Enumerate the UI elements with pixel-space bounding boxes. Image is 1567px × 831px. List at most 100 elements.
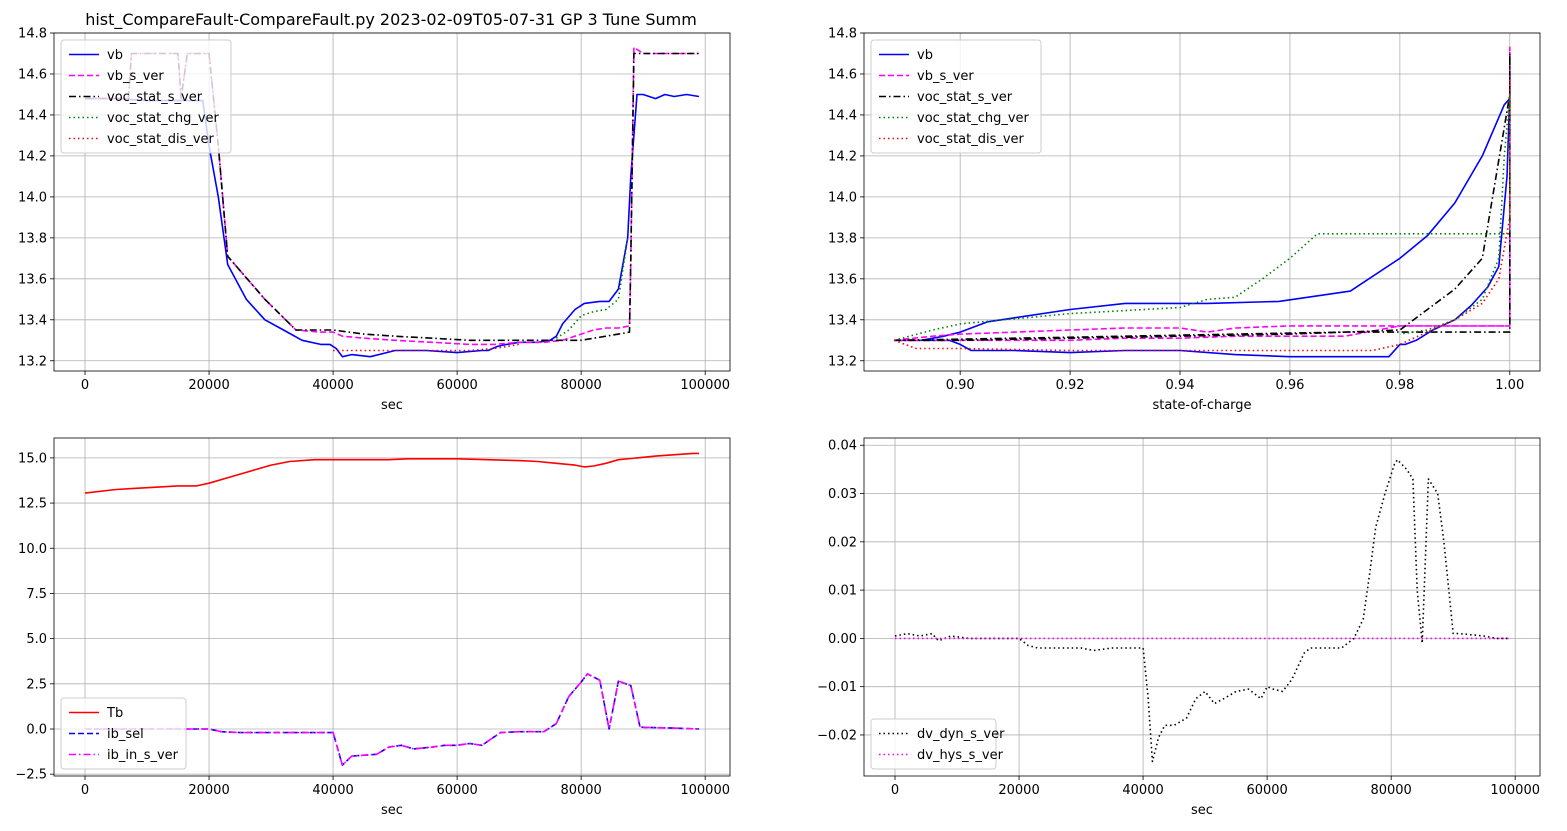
legend-label: voc_stat_chg_ver — [917, 111, 1030, 126]
legend: vb vb_s_ver voc_stat_s_ver voc_stat_chg_ver… — [870, 39, 1042, 154]
legend-box — [870, 39, 1042, 154]
y-tick-label: 14.2 — [828, 149, 857, 164]
legend-label: voc_stat_s_ver — [917, 90, 1013, 105]
x-tick-label: 60000 — [436, 378, 477, 393]
y-tick-label: 2.5 — [26, 677, 47, 692]
x-tick-label: 60000 — [1246, 783, 1287, 798]
y-tick-label: 13.6 — [18, 272, 47, 287]
y-tick-label: 14.0 — [18, 190, 47, 205]
series-line-vb-s-ver — [85, 46, 699, 346]
legend-label: vb_s_ver — [107, 69, 164, 84]
legend-label: vb_s_ver — [917, 69, 974, 84]
legend-label: Tb — [106, 706, 123, 721]
y-tick-label: −0.01 — [817, 680, 857, 695]
x-tick-label: 0.94 — [1166, 378, 1195, 393]
y-tick-label: 0.04 — [828, 439, 857, 454]
y-tick-label: 7.5 — [26, 587, 47, 602]
legend-label: vb — [917, 48, 933, 63]
legend-label: voc_stat_dis_ver — [107, 132, 215, 147]
series-group — [893, 46, 1511, 358]
legend-label: ib_sel — [107, 727, 144, 742]
legend-label: dv_hys_s_ver — [917, 748, 1004, 763]
x-tick-label: 100000 — [1490, 783, 1540, 798]
y-tick-label: 13.2 — [18, 354, 47, 369]
x-tick-label: 0 — [81, 378, 89, 393]
y-tick-label: 0.02 — [828, 535, 857, 550]
panel-tb-ib-vs-sec: 0 20000 40000 60000 80000 100000 −2.5 0.0 2.5 5.0… — [15, 437, 731, 818]
x-tick-label: 0.98 — [1385, 378, 1414, 393]
x-tick-label: 40000 — [1122, 783, 1163, 798]
x-tick-label: 40000 — [312, 378, 353, 393]
y-tick-label: 13.8 — [18, 231, 47, 246]
y-tick-label: 13.8 — [828, 231, 857, 246]
y-tick-label: 12.5 — [18, 497, 47, 512]
y-tick-label: 13.4 — [828, 313, 857, 328]
grid — [54, 32, 730, 371]
panel-dv-vs-sec: 0 20000 40000 60000 80000 100000 −0.02 −0.01 0.0… — [817, 437, 1541, 818]
series-line-voc-stat-dis-ver — [893, 74, 1511, 352]
y-tick-label: 14.4 — [18, 108, 47, 123]
series-line-ib-in-s-ver — [85, 673, 700, 767]
figure-title: hist_CompareFault-CompareFault.py 2023-0… — [85, 10, 697, 30]
y-tick-label: 14.8 — [18, 27, 47, 42]
x-tick-label: 80000 — [560, 783, 601, 798]
legend: dv_dyn_s_ver dv_hys_s_ver — [870, 718, 1005, 770]
x-tick-label: 0.90 — [946, 378, 975, 393]
legend: Tb ib_sel ib_in_s_ver — [60, 697, 187, 770]
series-line-voc-stat-dis-ver — [333, 343, 520, 352]
y-tick-label: 14.6 — [18, 67, 47, 82]
series-line-voc-stat-chg-ver — [893, 93, 1511, 342]
legend-box — [60, 39, 232, 154]
panel-vb-vs-soc: 0.90 0.92 0.94 0.96 0.98 1.00 13.2 13.4 13.6 13.8… — [828, 27, 1541, 413]
axes-frame — [53, 32, 731, 372]
x-tick-label: 60000 — [436, 783, 477, 798]
y-tick-label: 15.0 — [18, 451, 47, 466]
x-tick-label: 100000 — [680, 378, 730, 393]
y-tick-label: 5.0 — [26, 632, 47, 647]
y-tick-label: 0.01 — [828, 584, 857, 599]
x-tick-label: 1.00 — [1495, 378, 1524, 393]
x-tick-label: 20000 — [998, 783, 1039, 798]
legend-label: voc_stat_chg_ver — [107, 111, 220, 126]
legend-label: voc_stat_dis_ver — [917, 132, 1025, 147]
axes-frame — [863, 32, 1541, 372]
y-tick-label: 13.6 — [828, 272, 857, 287]
legend-label: vb — [107, 48, 123, 63]
series-line-vb-s-ver — [894, 46, 1511, 342]
panel-vb-vs-sec: 0 20000 40000 60000 80000 100000 13.2 13.4 13.6 1… — [18, 27, 731, 413]
y-tick-label: −2.5 — [15, 768, 47, 783]
legend-label: voc_stat_s_ver — [107, 90, 203, 105]
x-axis-label: sec — [381, 803, 403, 818]
series-group — [894, 458, 1509, 763]
y-tick-label: 14.4 — [828, 108, 857, 123]
x-tick-label: 0 — [891, 783, 899, 798]
legend: vb vb_s_ver voc_stat_s_ver voc_stat_chg_ver… — [60, 39, 232, 154]
legend-box — [60, 697, 187, 770]
series-line-Tb — [84, 452, 699, 494]
y-tick-label: 0.00 — [828, 632, 857, 647]
y-tick-label: −0.02 — [817, 728, 857, 743]
x-tick-label: 20000 — [188, 378, 229, 393]
legend-box — [870, 718, 997, 770]
x-tick-label: 20000 — [188, 783, 229, 798]
y-tick-label: 14.0 — [828, 190, 857, 205]
x-axis-label: state-of-charge — [1152, 398, 1251, 413]
y-tick-label: 13.4 — [18, 313, 47, 328]
x-tick-label: 80000 — [1370, 783, 1411, 798]
axes-frame — [53, 437, 731, 777]
y-tick-label: 13.2 — [828, 354, 857, 369]
series-line-voc-stat-s-ver — [894, 52, 1511, 342]
series-line-vb — [894, 93, 1511, 358]
legend-label: ib_in_s_ver — [107, 748, 179, 763]
y-tick-label: 14.2 — [18, 149, 47, 164]
x-tick-label: 0.92 — [1056, 378, 1085, 393]
x-tick-label: 0 — [81, 783, 89, 798]
axes-frame — [863, 437, 1541, 777]
series-group — [84, 452, 700, 767]
x-tick-label: 0.96 — [1275, 378, 1304, 393]
series-line-vb — [85, 93, 700, 358]
x-tick-label: 80000 — [560, 378, 601, 393]
x-axis-label: sec — [1191, 803, 1213, 818]
